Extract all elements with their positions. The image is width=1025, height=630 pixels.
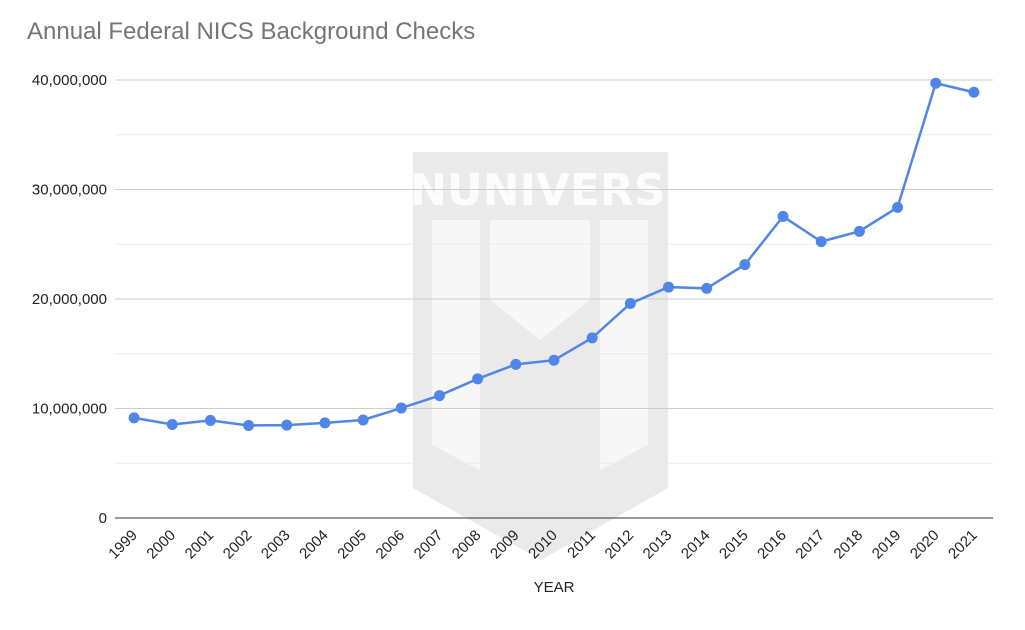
x-tick-label: 2003 [258,527,294,563]
x-tick-label: 2002 [220,527,256,563]
x-tick-label: 1999 [105,527,141,563]
watermark-inner-shape [432,220,648,470]
chart-title: Annual Federal NICS Background Checks [27,18,476,45]
y-tick-label: 40,000,000 [32,72,107,89]
data-point-2019 [892,201,904,213]
x-tick-label: 2001 [182,527,218,563]
x-axis-title: YEAR [534,579,575,596]
data-point-2018 [853,225,865,237]
x-tick-label: 2017 [792,527,828,563]
x-tick-label: 2021 [945,527,981,563]
y-tick-label: 10,000,000 [32,401,107,418]
data-point-2011 [586,332,598,344]
x-tick-label: 2019 [869,527,905,563]
x-tick-label: 2000 [143,527,179,563]
data-point-2012 [624,297,636,309]
data-point-2017 [815,236,827,248]
y-tick-label: 20,000,000 [32,291,107,308]
data-point-2014 [701,282,713,294]
x-tick-label: 2014 [678,527,714,563]
data-point-2016 [777,210,789,222]
data-point-2002 [243,419,255,431]
data-point-2021 [968,86,980,98]
x-tick-label: 2007 [411,527,447,563]
data-point-2007 [433,390,445,402]
x-tick-label: 2006 [373,527,409,563]
x-tick-label: 2016 [754,527,790,563]
watermark-text: GUNUNIVERSITY [338,165,745,216]
x-tick-label: 2020 [907,527,943,563]
data-point-2020 [930,77,942,89]
y-tick-label: 30,000,000 [32,182,107,199]
data-point-2015 [739,259,751,271]
data-point-2001 [204,414,216,426]
x-tick-label: 2013 [640,527,676,563]
data-point-2005 [357,414,369,426]
x-tick-label: 2008 [449,527,485,563]
data-point-1999 [128,412,140,424]
data-point-2008 [472,373,484,385]
data-point-2004 [319,417,331,429]
x-tick-label: 2005 [334,527,370,563]
x-tick-label: 2004 [296,527,332,563]
data-point-2003 [281,419,293,431]
data-point-2013 [663,281,675,293]
data-point-2000 [166,418,178,430]
watermark-logo: GUNUNIVERSITY [338,152,745,560]
y-tick-label: 0 [99,510,107,527]
data-point-2009 [510,358,522,370]
x-tick-label: 2015 [716,527,752,563]
data-point-2006 [395,402,407,414]
data-point-2010 [548,354,560,366]
x-tick-label: 2018 [831,527,867,563]
x-tick-label: 2012 [602,527,638,563]
